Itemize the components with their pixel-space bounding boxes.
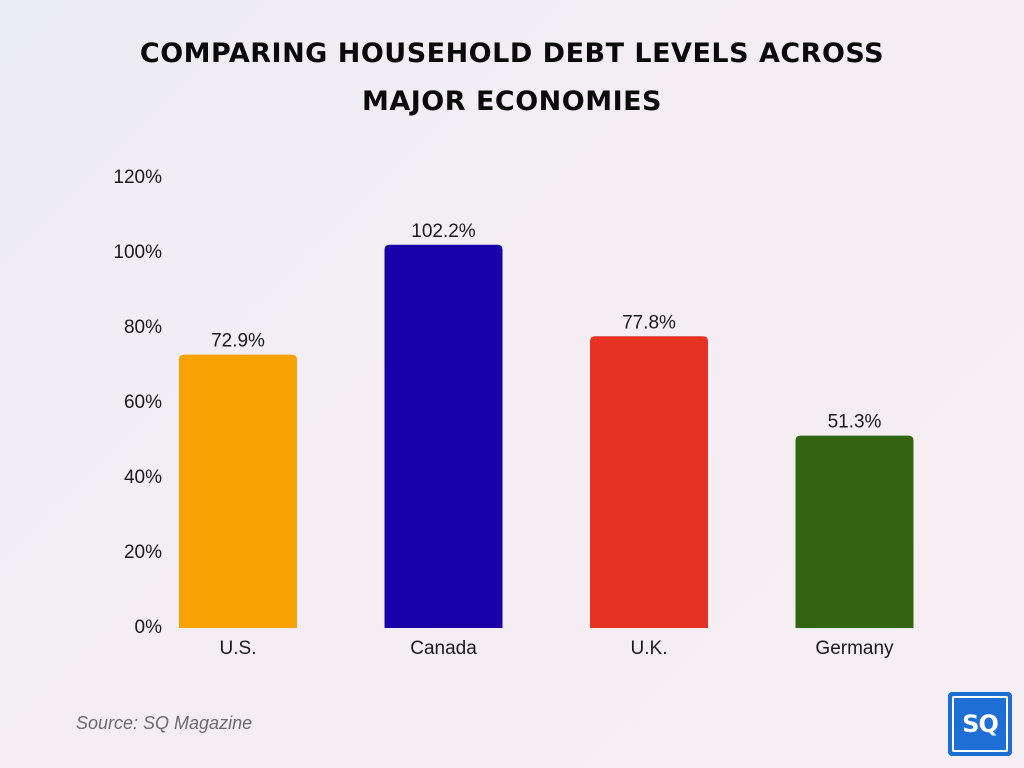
x-tick-label: U.S. bbox=[220, 638, 257, 659]
x-tick-label: Germany bbox=[815, 638, 894, 659]
y-tick-label: 60% bbox=[124, 392, 162, 413]
bar-value-label: 72.9% bbox=[211, 331, 265, 352]
sq-logo-text: SQ bbox=[952, 696, 1008, 752]
y-tick-label: 80% bbox=[124, 317, 162, 338]
y-tick-label: 100% bbox=[113, 242, 162, 263]
chart-title: COMPARING HOUSEHOLD DEBT LEVELS ACROSS M… bbox=[0, 30, 1024, 126]
x-tick-label: U.K. bbox=[631, 638, 668, 659]
bar bbox=[795, 435, 914, 628]
bar-value-label: 77.8% bbox=[622, 312, 676, 333]
bar bbox=[384, 244, 503, 628]
y-tick-label: 120% bbox=[113, 167, 162, 188]
sq-logo: SQ bbox=[948, 692, 1012, 756]
bar bbox=[179, 354, 297, 628]
bar-value-label: 51.3% bbox=[828, 412, 882, 433]
bar bbox=[590, 336, 708, 628]
y-tick-label: 0% bbox=[135, 617, 163, 638]
chart-title-line-1: COMPARING HOUSEHOLD DEBT LEVELS ACROSS bbox=[139, 38, 885, 69]
source-note: Source: SQ Magazine bbox=[76, 713, 253, 733]
x-tick-label: Canada bbox=[410, 638, 477, 659]
y-tick-label: 20% bbox=[124, 542, 162, 563]
bar-value-label: 102.2% bbox=[411, 221, 476, 242]
y-tick-label: 40% bbox=[124, 467, 162, 488]
chart-title-line-2: MAJOR ECONOMIES bbox=[361, 86, 663, 117]
